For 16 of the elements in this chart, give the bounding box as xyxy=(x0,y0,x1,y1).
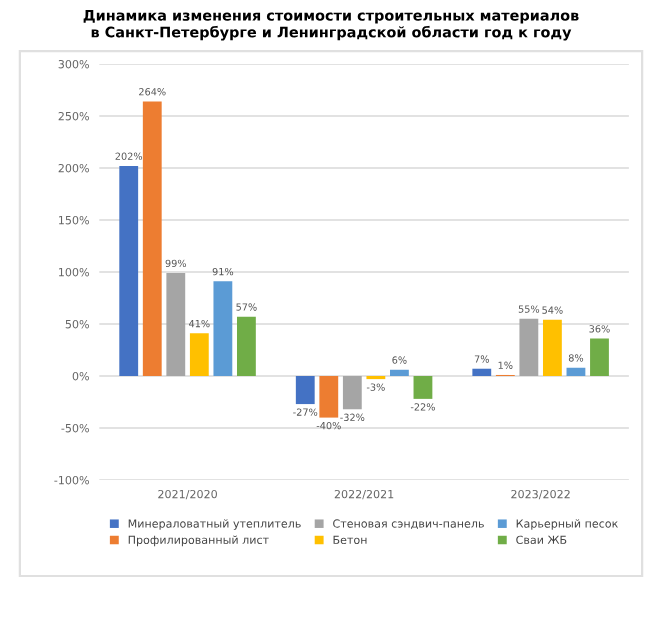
bar xyxy=(189,333,209,376)
bar xyxy=(295,376,315,405)
bar xyxy=(472,368,492,376)
bar xyxy=(342,376,362,410)
bar xyxy=(166,273,186,376)
bar xyxy=(319,376,339,418)
bar xyxy=(237,316,256,376)
bar xyxy=(413,376,433,399)
bar xyxy=(213,281,233,376)
bar xyxy=(389,369,409,376)
bar xyxy=(119,165,139,376)
bar xyxy=(142,101,162,376)
bar xyxy=(566,367,586,376)
bar xyxy=(542,319,562,376)
bar xyxy=(590,338,609,376)
bar xyxy=(519,318,539,376)
